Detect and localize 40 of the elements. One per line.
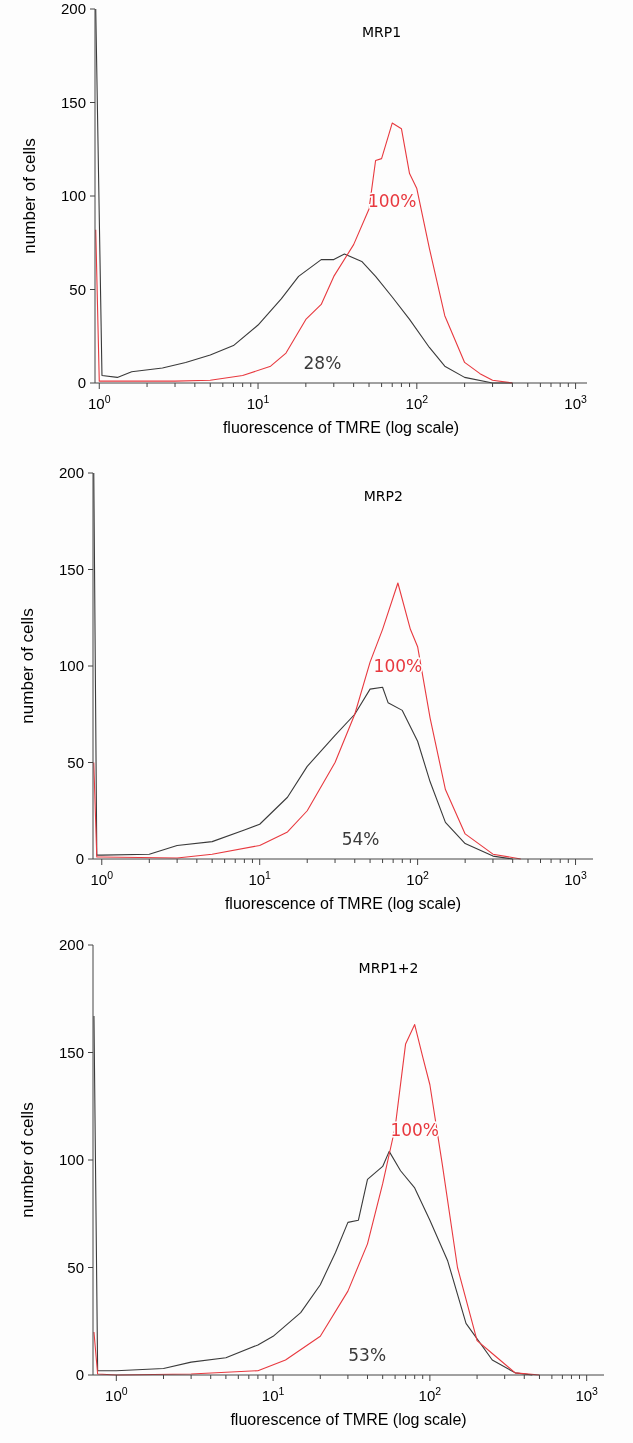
x-tick-label: 10$^{0}$ [90, 869, 114, 888]
text: MRP2 [363, 488, 403, 504]
annotation: 28% [303, 352, 342, 373]
x-axis-title: fluorescence of TMRE (log scale) [224, 895, 462, 912]
x-tick-label: 10$^{1}$ [248, 869, 272, 888]
y-tick-label: 150 [58, 560, 84, 578]
y-axis-title: number of cells [20, 138, 39, 254]
annotation: 100% [367, 191, 417, 211]
x-tick-label: 10$^{2}$ [405, 393, 429, 412]
annotation: 53% [348, 1344, 387, 1365]
y-tick-label: 50 [67, 1258, 84, 1276]
y-tick-label: 150 [58, 1043, 84, 1061]
y-tick-label: 100 [58, 657, 84, 675]
y-tick-label: 0 [77, 374, 86, 392]
y-tick-label: 0 [75, 850, 84, 868]
x-tick-label: 10$^{0}$ [105, 1385, 128, 1404]
y-axis-title: number of cells [18, 1102, 37, 1218]
x-tick-label: 10$^{3}$ [575, 1385, 599, 1404]
y-tick-label: 0 [75, 1366, 84, 1384]
y-tick-label: 150 [60, 93, 86, 111]
x-axis-title: fluorescence of TMRE (log scale) [222, 419, 460, 436]
x-tick-label: 10$^{0}$ [88, 393, 111, 412]
y-tick-label: 200 [60, 0, 86, 18]
x-tick-label: 10$^{1}$ [246, 393, 270, 412]
x-axis-title: fluorescence of TMRE (log scale) [230, 1411, 467, 1428]
x-tick-label: 10$^{2}$ [418, 1385, 442, 1404]
y-tick-label: 50 [67, 753, 84, 771]
text: MRP1 [361, 24, 402, 40]
x-tick-label: 10$^{3}$ [564, 869, 587, 888]
text: MRP1+2 [358, 960, 419, 976]
annotation: 54% [341, 828, 380, 849]
y-axis-title: number of cells [18, 608, 37, 724]
y-tick-label: 200 [58, 464, 84, 482]
x-tick-label: 10$^{3}$ [564, 393, 588, 412]
y-tick-label: 100 [58, 1151, 84, 1169]
y-tick-label: 50 [69, 280, 86, 298]
y-tick-label: 100 [60, 187, 86, 205]
x-tick-label: 10$^{2}$ [406, 869, 430, 888]
x-tick-label: 10$^{1}$ [261, 1385, 285, 1404]
y-tick-label: 200 [58, 936, 84, 954]
